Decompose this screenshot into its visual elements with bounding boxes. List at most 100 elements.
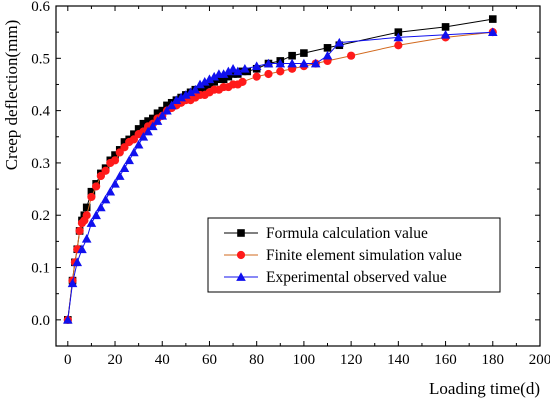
data-point: [394, 28, 403, 36]
x-tick-label: 20: [108, 352, 123, 368]
data-point: [218, 69, 229, 78]
data-point: [96, 171, 105, 181]
data-point: [87, 192, 96, 202]
data-point: [251, 61, 262, 70]
data-point: [134, 125, 143, 133]
y-tick-label: 0.6: [31, 0, 50, 15]
data-point: [276, 67, 285, 76]
data-point: [110, 179, 120, 188]
data-point: [124, 155, 134, 165]
data-point: [204, 74, 215, 84]
legend-marker: [236, 272, 246, 281]
legend: Formula calculation value Finite element …: [207, 217, 501, 293]
data-point: [75, 226, 84, 236]
data-point: [334, 37, 345, 47]
data-point: [86, 218, 97, 227]
data-point: [322, 50, 333, 60]
data-point: [63, 315, 73, 324]
y-tick-label: 0.2: [31, 208, 50, 224]
data-point: [105, 186, 116, 196]
y-tick-label: 0.5: [31, 51, 50, 67]
data-point: [263, 58, 274, 68]
data-point: [77, 244, 87, 254]
data-point: [394, 41, 403, 50]
data-point: [205, 80, 214, 89]
data-point: [92, 182, 101, 191]
data-point: [171, 95, 182, 104]
y-tick-label: 0.1: [31, 261, 50, 277]
data-point: [153, 109, 162, 118]
data-point: [300, 49, 308, 57]
data-point: [129, 147, 139, 157]
data-point: [110, 156, 120, 165]
data-point: [96, 202, 106, 212]
data-point: [199, 77, 210, 86]
x-tick-label: 40: [155, 352, 170, 368]
x-tick-label: 180: [482, 352, 505, 368]
data-point: [87, 187, 96, 196]
plot-frame: [55, 5, 541, 347]
x-tick-label: 60: [202, 352, 217, 368]
data-point: [181, 90, 191, 99]
data-point: [82, 203, 91, 212]
data-point: [163, 101, 171, 110]
series-layer: [63, 15, 498, 324]
x-tick-label: 200: [529, 352, 550, 368]
data-point: [215, 75, 223, 84]
legend-entry: Experimental observed value: [224, 269, 447, 286]
data-point: [323, 44, 332, 52]
data-point: [219, 75, 228, 84]
data-point: [129, 135, 139, 144]
data-point: [111, 151, 119, 159]
legend-entry: Finite element simulation value: [224, 247, 462, 264]
y-axis-label: Creep deflection(mm): [2, 20, 21, 171]
y-tick-label: 0.4: [31, 104, 50, 120]
legend-marker: [237, 229, 245, 237]
legend-marker: [236, 250, 246, 260]
data-point: [176, 92, 186, 102]
data-point: [81, 233, 92, 243]
data-point: [195, 79, 205, 89]
data-point: [101, 166, 110, 175]
x-axis-label: Loading time(d): [429, 379, 540, 398]
data-point: [440, 29, 451, 39]
data-point: [223, 66, 234, 76]
data-point: [148, 121, 158, 131]
data-point: [158, 106, 167, 115]
plot-area: [55, 5, 541, 347]
data-point: [200, 83, 209, 91]
data-point: [185, 87, 196, 97]
data-point: [67, 278, 78, 288]
data-point: [91, 210, 101, 220]
data-point: [347, 51, 356, 60]
data-point: [82, 211, 91, 220]
data-point: [288, 51, 296, 60]
data-point: [487, 27, 498, 36]
x-tick-label: 80: [249, 352, 264, 368]
data-point: [210, 78, 218, 86]
data-point: [238, 77, 247, 86]
data-point: [252, 72, 261, 81]
data-point: [393, 32, 404, 42]
data-point: [310, 58, 321, 68]
legend-entry: Formula calculation value: [224, 225, 428, 242]
data-point: [441, 23, 450, 31]
data-point: [264, 69, 273, 79]
legend-label: Experimental observed value: [266, 269, 447, 286]
x-tick-label: 140: [387, 352, 410, 368]
y-axis: 0.0 0.1 0.2 0.3 0.4 0.5 0.6: [31, 0, 540, 329]
data-point: [228, 63, 238, 73]
data-point: [130, 130, 138, 138]
data-point: [143, 126, 153, 136]
data-point: [120, 138, 129, 146]
legend-label: Finite element simulation value: [266, 247, 462, 264]
x-axis: 0 20 40 60 80 100 120 140 160 180 200: [64, 6, 550, 368]
data-point: [162, 105, 172, 115]
data-point: [229, 70, 237, 78]
data-point: [166, 100, 177, 110]
data-point: [157, 111, 168, 120]
y-tick-label: 0.0: [31, 313, 50, 329]
data-point: [139, 119, 148, 128]
legend-label: Formula calculation value: [266, 225, 428, 242]
x-tick-label: 0: [64, 352, 72, 368]
